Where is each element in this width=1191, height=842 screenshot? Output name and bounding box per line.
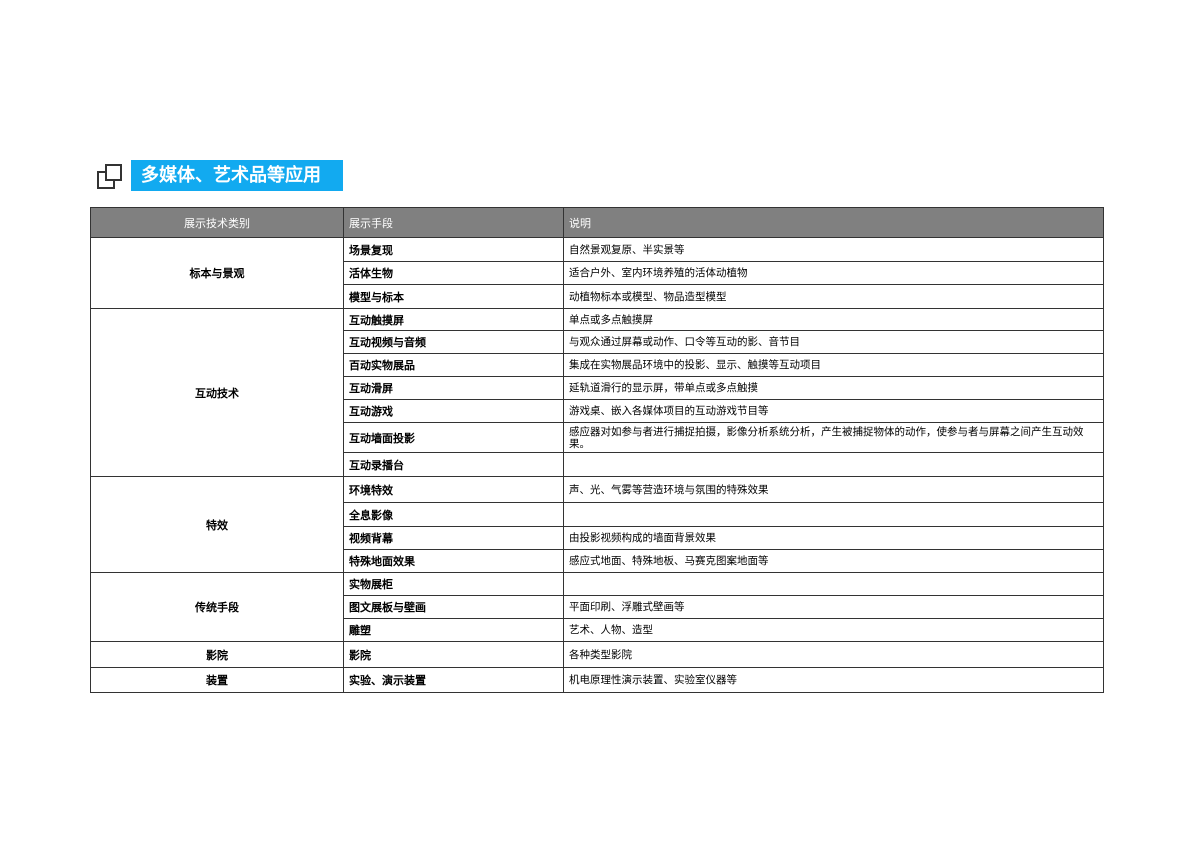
category-cell: 传统手段 <box>90 572 344 642</box>
table-header-row: 展示技术类别 展示手段 说明 <box>90 207 1104 238</box>
description-cell: 自然景观复原、半实景等 <box>563 237 1104 262</box>
method-cell: 互动墙面投影 <box>343 422 564 453</box>
description-cell: 感应器对如参与者进行捕捉拍摄，影像分析系统分析，产生被捕捉物体的动作，使参与者与… <box>563 422 1104 453</box>
category-cell: 特效 <box>90 476 344 573</box>
method-cell: 雕塑 <box>343 618 564 642</box>
description-cell <box>563 502 1104 527</box>
method-cell: 图文展板与壁画 <box>343 595 564 619</box>
category-cell: 影院 <box>90 641 344 668</box>
description-cell: 延轨道滑行的显示屏，带单点或多点触摸 <box>563 376 1104 400</box>
description-cell: 适合户外、室内环境养殖的活体动植物 <box>563 261 1104 285</box>
description-cell: 集成在实物展品环境中的投影、显示、触摸等互动项目 <box>563 353 1104 377</box>
description-cell: 机电原理性演示装置、实验室仪器等 <box>563 667 1104 693</box>
description-cell <box>563 572 1104 596</box>
copy-squares-icon <box>97 163 122 189</box>
method-cell: 影院 <box>343 641 564 668</box>
method-cell: 活体生物 <box>343 261 564 285</box>
category-cell: 互动技术 <box>90 308 344 477</box>
media-table: 展示技术类别 展示手段 说明 标本与景观 场景复现 自然景观复原、半实景等 活体生物适… <box>90 207 1104 693</box>
table-row: 互动游戏 游戏桌、嵌入各媒体项目的互动游戏节目等 <box>91 399 1104 423</box>
description-cell: 声、光、气雾等营造环境与氛围的特殊效果 <box>563 476 1104 503</box>
method-cell: 互动游戏 <box>343 399 564 423</box>
category-cell: 标本与景观 <box>90 237 344 309</box>
category-cell: 装置 <box>90 667 344 693</box>
table-row: 装置 实验、演示装置 机电原理性演示装置、实验室仪器等 <box>90 667 1104 693</box>
method-cell: 特殊地面效果 <box>343 549 564 573</box>
section-title: 多媒体、艺术品等应用 <box>131 160 343 191</box>
description-cell: 游戏桌、嵌入各媒体项目的互动游戏节目等 <box>563 399 1104 423</box>
method-cell: 场景复现 <box>343 237 564 262</box>
description-cell: 与观众通过屏幕或动作、口令等互动的影、音节目 <box>563 330 1104 354</box>
description-cell: 平面印刷、浮雕式壁画等 <box>563 595 1104 619</box>
header-category: 展示技术类别 <box>90 207 344 238</box>
table-row: 百动实物展品 集成在实物展品环境中的投影、显示、触摸等互动项目 <box>91 353 1104 377</box>
table-row: 模型与标本 动植物标本或模型、物品造型模型 <box>91 284 1104 309</box>
table-row: 互动墙面投影 感应器对如参与者进行捕捉拍摄，影像分析系统分析，产生被捕捉物体的动作… <box>91 422 1104 453</box>
table-row: 互动视频与音频 与观众通过屏幕或动作、口令等互动的影、音节目 <box>91 330 1104 354</box>
method-cell: 实验、演示装置 <box>343 667 564 693</box>
table-row: 互动录播台 <box>91 452 1104 477</box>
table-row: 雕塑 艺术、人物、造型 <box>91 618 1104 642</box>
table-row: 活体生物 适合户外、室内环境养殖的活体动植物 <box>91 261 1104 285</box>
description-cell: 艺术、人物、造型 <box>563 618 1104 642</box>
table-row: 互动技术 互动触摸屏 单点或多点触摸屏 <box>90 308 1104 477</box>
method-cell: 模型与标本 <box>343 284 564 309</box>
method-cell: 互动触摸屏 <box>343 308 564 331</box>
table-row: 传统手段 实物展柜 <box>90 572 1104 642</box>
description-cell: 各种类型影院 <box>563 641 1104 668</box>
method-cell: 互动滑屏 <box>343 376 564 400</box>
method-cell: 全息影像 <box>343 502 564 527</box>
description-cell: 动植物标本或模型、物品造型模型 <box>563 284 1104 309</box>
description-cell: 由投影视频构成的墙面背景效果 <box>563 526 1104 550</box>
table-row: 视频背幕 由投影视频构成的墙面背景效果 <box>91 526 1104 550</box>
header-description: 说明 <box>563 207 1104 238</box>
description-cell: 感应式地面、特殊地板、马赛克图案地面等 <box>563 549 1104 573</box>
table-row: 影院 影院 各种类型影院 <box>90 641 1104 668</box>
method-cell: 视频背幕 <box>343 526 564 550</box>
table-row: 图文展板与壁画 平面印刷、浮雕式壁画等 <box>91 595 1104 619</box>
description-cell <box>563 452 1104 477</box>
method-cell: 互动录播台 <box>343 452 564 477</box>
method-cell: 实物展柜 <box>343 572 564 596</box>
header-method: 展示手段 <box>343 207 564 238</box>
section-header: 多媒体、艺术品等应用 <box>97 160 343 191</box>
method-cell: 百动实物展品 <box>343 353 564 377</box>
table-row: 特效 环境特效 声、光、气雾等营造环境与氛围的特殊效果 <box>90 476 1104 573</box>
description-cell: 单点或多点触摸屏 <box>563 308 1104 331</box>
method-cell: 环境特效 <box>343 476 564 503</box>
table-row: 标本与景观 场景复现 自然景观复原、半实景等 <box>90 237 1104 309</box>
method-cell: 互动视频与音频 <box>343 330 564 354</box>
table-row: 互动滑屏 延轨道滑行的显示屏，带单点或多点触摸 <box>91 376 1104 400</box>
